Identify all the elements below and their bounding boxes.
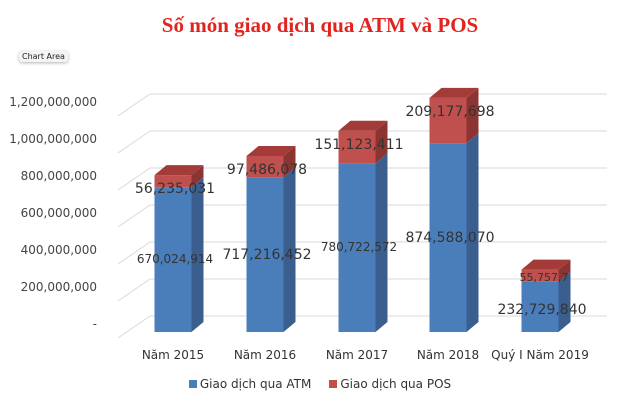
bar-pos-front[interactable] bbox=[246, 156, 284, 178]
legend: Giao dịch qua ATM Giao dịch qua POS bbox=[0, 377, 640, 391]
bar-atm-front[interactable] bbox=[154, 187, 192, 332]
bar-top-face[interactable] bbox=[521, 259, 571, 270]
bar-atm-side[interactable] bbox=[466, 133, 479, 332]
data-label-atm: 780,722,572 bbox=[320, 239, 398, 254]
x-tick-label: Năm 2016 bbox=[233, 348, 297, 362]
bar-pos-front[interactable] bbox=[521, 269, 559, 282]
bar-atm-side[interactable] bbox=[375, 153, 388, 332]
bar-pos-side[interactable] bbox=[558, 259, 571, 282]
x-tick-label: Quý I Năm 2019 bbox=[491, 348, 589, 362]
data-label-pos: 209,177,698 bbox=[405, 103, 495, 120]
bar-atm-front[interactable] bbox=[521, 281, 559, 332]
bar-top-face[interactable] bbox=[154, 165, 204, 176]
data-label-atm: 232,729,840 bbox=[497, 301, 587, 318]
bar-atm-front[interactable] bbox=[338, 163, 376, 332]
bar-top-face[interactable] bbox=[338, 120, 388, 131]
y-tick-label: 400,000,000 bbox=[20, 243, 97, 257]
y-tick-label: 600,000,000 bbox=[20, 206, 97, 220]
data-label-pos: 151,123,411 bbox=[314, 136, 404, 153]
data-label-pos: 55,757,7 bbox=[519, 270, 569, 284]
bar-top-face[interactable] bbox=[246, 146, 296, 157]
bar-top-face[interactable] bbox=[429, 87, 479, 98]
legend-item-atm[interactable]: Giao dịch qua ATM bbox=[188, 377, 312, 391]
x-tick-label: Năm 2017 bbox=[325, 348, 389, 362]
bar-pos-side[interactable] bbox=[283, 146, 296, 178]
y-tick-label: 800,000,000 bbox=[20, 169, 97, 183]
bar-pos-front[interactable] bbox=[154, 175, 192, 188]
bar-atm-front[interactable] bbox=[246, 177, 284, 332]
x-tick-label: Năm 2015 bbox=[141, 348, 205, 362]
y-tick-label: 200,000,000 bbox=[20, 280, 97, 294]
bar-atm-side[interactable] bbox=[283, 167, 296, 332]
bar-atm-side[interactable] bbox=[558, 271, 571, 332]
y-tick-label: 1,200,000,000 bbox=[9, 95, 97, 109]
y-tick-label: - bbox=[92, 317, 97, 331]
y-tick-label: 1,000,000,000 bbox=[9, 132, 97, 146]
legend-label-pos: Giao dịch qua POS bbox=[340, 377, 452, 391]
data-label-atm: 717,216,452 bbox=[222, 246, 312, 263]
chart-area-tooltip: Chart Area bbox=[19, 51, 68, 62]
bar-pos-side[interactable] bbox=[375, 120, 388, 164]
data-label-atm: 670,024,914 bbox=[136, 251, 214, 266]
legend-swatch-pos bbox=[329, 380, 338, 388]
legend-item-pos[interactable]: Giao dịch qua POS bbox=[329, 377, 451, 391]
bar-atm-side[interactable] bbox=[191, 177, 204, 332]
data-label-atm: 874,588,070 bbox=[405, 229, 495, 246]
bar-pos-front[interactable] bbox=[429, 97, 467, 144]
bar-pos-front[interactable] bbox=[338, 130, 376, 164]
bar-pos-side[interactable] bbox=[466, 87, 479, 144]
x-tick-label: Năm 2018 bbox=[416, 348, 480, 362]
bar-atm-front[interactable] bbox=[429, 143, 467, 332]
bar-pos-side[interactable] bbox=[191, 165, 204, 188]
data-label-pos: 56,235,031 bbox=[134, 181, 216, 198]
chart-title: Số món giao dịch qua ATM và POS bbox=[161, 13, 479, 37]
data-label-pos: 97,486,078 bbox=[226, 162, 308, 179]
legend-swatch-atm bbox=[188, 380, 197, 388]
bars bbox=[154, 87, 571, 332]
legend-label-atm: Giao dịch qua ATM bbox=[199, 377, 312, 391]
